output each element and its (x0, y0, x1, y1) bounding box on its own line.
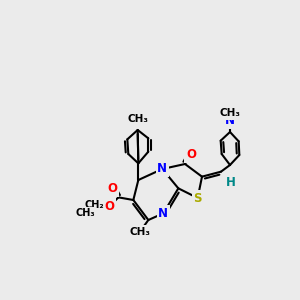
Text: CH₃: CH₃ (220, 108, 241, 118)
Text: O: O (186, 148, 196, 161)
Text: CH₃: CH₃ (127, 114, 148, 124)
Text: O: O (107, 182, 117, 195)
Text: N: N (158, 207, 168, 220)
Text: N: N (157, 163, 167, 176)
Text: CH₃: CH₃ (130, 227, 151, 237)
Text: CH₂: CH₂ (85, 200, 104, 210)
Text: O: O (104, 200, 114, 212)
Text: S: S (194, 191, 202, 205)
Text: N: N (225, 115, 235, 128)
Text: CH₃: CH₃ (219, 108, 240, 118)
Text: H: H (226, 176, 236, 189)
Text: CH₃: CH₃ (75, 208, 95, 218)
